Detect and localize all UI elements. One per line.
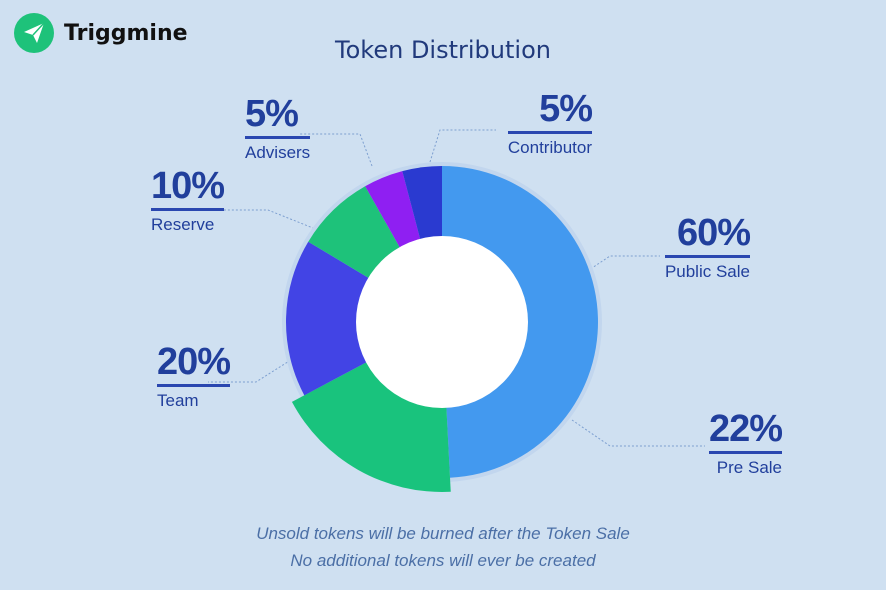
label-contributor-value: 5%: [507, 89, 593, 134]
leader-line-contributor: [429, 129, 496, 163]
label-contributor: 5% Contributor: [507, 89, 593, 158]
brand: Triggmine: [14, 13, 188, 53]
footnote-line-2: No additional tokens will ever be create…: [290, 551, 596, 570]
label-reserve: 10% Reserve: [151, 166, 225, 235]
footnote: Unsold tokens will be burned after the T…: [0, 520, 886, 574]
label-advisers-value: 5%: [245, 94, 311, 139]
label-pre-sale: 22% Pre Sale: [708, 409, 783, 478]
label-team: 20% Team: [157, 342, 231, 411]
footnote-line-1: Unsold tokens will be burned after the T…: [256, 524, 630, 543]
leader-line-advisers: [300, 133, 373, 167]
label-team-value: 20%: [157, 342, 231, 387]
leader-line-reserve: [218, 209, 319, 231]
leader-line-team: [208, 357, 295, 383]
label-public-sale: 60% Public Sale: [664, 213, 751, 282]
label-reserve-name: Reserve: [151, 215, 215, 234]
label-contributor-name: Contributor: [507, 138, 592, 157]
leader-line-pre-sale: [571, 419, 705, 447]
leader-lines: [208, 129, 705, 447]
chart-title: Token Distribution: [335, 36, 551, 64]
label-pre-sale-name: Pre Sale: [716, 458, 782, 477]
leader-line-public-sale: [573, 255, 660, 281]
label-team-name: Team: [157, 391, 199, 410]
label-pre-sale-value: 22%: [708, 409, 783, 454]
center-hole: [356, 236, 528, 408]
label-advisers-name: Advisers: [245, 143, 311, 162]
label-public-sale-value: 60%: [664, 213, 751, 258]
label-reserve-value: 10%: [151, 166, 225, 211]
paper-plane-icon: [14, 13, 54, 53]
label-advisers: 5% Advisers: [245, 94, 311, 163]
label-public-sale-name: Public Sale: [664, 262, 750, 281]
brand-name: Triggmine: [64, 20, 188, 46]
